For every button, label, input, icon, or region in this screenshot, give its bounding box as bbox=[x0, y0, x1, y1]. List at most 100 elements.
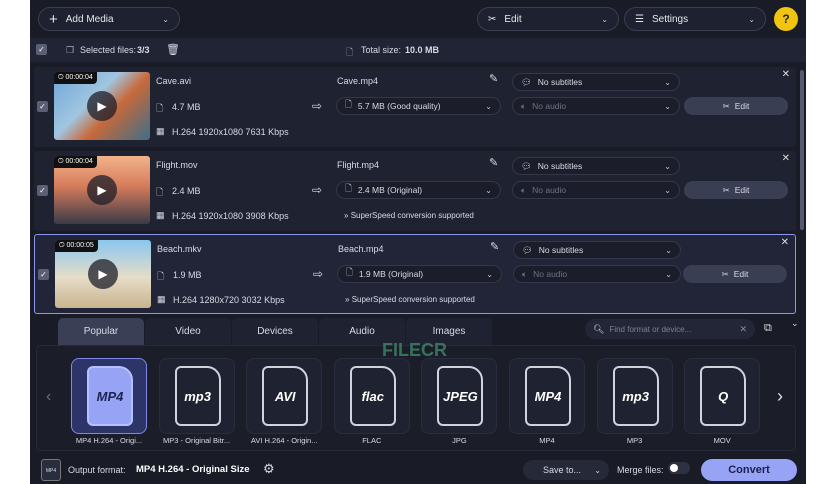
chevron-down-icon: ⌄ bbox=[664, 161, 671, 171]
scrollbar[interactable] bbox=[800, 70, 804, 230]
settings-dropdown[interactable]: ☰ Settings ⌄ bbox=[624, 7, 766, 31]
clear-search-icon[interactable]: ✕ bbox=[739, 323, 747, 334]
output-format-label: Output format: bbox=[68, 465, 126, 475]
format-option[interactable]: MP4 bbox=[71, 358, 147, 434]
tab-audio[interactable]: Audio bbox=[319, 318, 405, 345]
superspeed-icon: » bbox=[345, 295, 350, 304]
superspeed-note: » SuperSpeed conversion supported bbox=[345, 295, 475, 304]
format-flac-icon: flac bbox=[349, 366, 396, 426]
speech-bubble-icon: 💬︎ bbox=[521, 160, 532, 171]
superspeed-text: SuperSpeed conversion supported bbox=[350, 211, 474, 220]
rename-pencil-icon[interactable]: ✎ bbox=[489, 157, 499, 169]
prev-arrow-icon[interactable]: ‹ bbox=[46, 388, 52, 405]
merge-files-toggle[interactable] bbox=[668, 462, 690, 474]
add-media-button[interactable]: + Add Media ⌄ bbox=[38, 7, 180, 31]
format-label: MOV bbox=[713, 436, 731, 445]
format-option[interactable]: mp3 bbox=[158, 358, 235, 434]
file-row[interactable]: ✓ 🕓︎ 00:00:05 ▶ Beach.mkv 🗋 1.9 MB ▦ H.2… bbox=[34, 234, 796, 314]
duration: 00:00:04 bbox=[65, 158, 93, 165]
tab-video[interactable]: Video bbox=[145, 318, 231, 345]
edit-label: Edit bbox=[733, 269, 749, 279]
audio-value: No audio bbox=[533, 269, 568, 279]
edit-label: Edit bbox=[734, 101, 750, 111]
chevron-down-icon: ⌄ bbox=[486, 269, 493, 279]
tab-devices[interactable]: Devices bbox=[232, 318, 318, 345]
format-mp4-icon: MP4 bbox=[525, 366, 571, 426]
format-q-icon: Q bbox=[700, 366, 747, 426]
help-button[interactable]: ? bbox=[774, 7, 798, 31]
format-option[interactable]: MP4 bbox=[509, 358, 585, 434]
format-option[interactable]: mp3 bbox=[596, 358, 673, 434]
save-to-button[interactable]: Save to... ⌄ bbox=[523, 460, 609, 480]
output-size: 1.9 MB (Original) bbox=[358, 269, 424, 279]
source-size: 4.7 MB bbox=[172, 102, 201, 112]
sliders-icon: ☰ bbox=[635, 13, 644, 25]
remove-file-icon[interactable]: ✕ bbox=[781, 69, 790, 80]
file-row[interactable]: ✓ 🕓︎ 00:00:04 ▶ Flight.mov 🗋 2.4 MB ▦ H.… bbox=[34, 151, 796, 231]
file-checkbox[interactable]: ✓ bbox=[37, 101, 48, 112]
output-format-value: MP4 H.264 - Original Size bbox=[136, 464, 250, 475]
edit-file-button[interactable]: ✂ Edit bbox=[683, 265, 787, 283]
subtitles-dropdown[interactable]: 💬︎ No subtitles ⌄ bbox=[513, 241, 681, 259]
duration: 00:00:04 bbox=[65, 74, 93, 81]
convert-button[interactable]: Convert bbox=[701, 459, 797, 481]
source-filename: Flight.mov bbox=[156, 160, 198, 170]
output-size-dropdown[interactable]: 🗋 1.9 MB (Original) ⌄ bbox=[337, 265, 502, 283]
format-label: MP3 - Original Bitr... bbox=[163, 436, 231, 445]
video-thumbnail[interactable]: 🕓︎ 00:00:04 ▶ bbox=[54, 72, 150, 140]
play-icon[interactable]: ▶ bbox=[87, 175, 117, 205]
source-size: 2.4 MB bbox=[172, 186, 201, 196]
speaker-icon: 🔈︎ bbox=[521, 100, 527, 111]
select-all-checkbox[interactable]: ✓ bbox=[36, 44, 47, 55]
video-thumbnail[interactable]: 🕓︎ 00:00:04 ▶ bbox=[54, 156, 150, 224]
chevron-down-icon: ⌄ bbox=[664, 101, 671, 111]
file-row[interactable]: ✓ 🕓︎ 00:00:04 ▶ Cave.avi 🗋 4.7 MB ▦ H.26… bbox=[34, 67, 796, 147]
subtitles-value: No subtitles bbox=[537, 77, 583, 87]
source-codec: H.264 1280x720 3032 Kbps bbox=[173, 295, 285, 305]
remove-file-icon[interactable]: ✕ bbox=[780, 237, 789, 248]
chevron-down-icon: ⌄ bbox=[665, 245, 672, 255]
app-window: + Add Media ⌄ ✂ Edit ⌄ ☰ Settings ⌄ ? ✓ … bbox=[30, 0, 806, 484]
trash-icon[interactable]: 🗑 bbox=[166, 44, 180, 56]
chevron-down-icon[interactable]: ⌄ bbox=[594, 465, 601, 475]
audio-dropdown[interactable]: 🔈︎ No audio ⌄ bbox=[512, 181, 680, 199]
edit-file-button[interactable]: ✂ Edit bbox=[684, 181, 788, 199]
edit-file-button[interactable]: ✂ Edit bbox=[684, 97, 788, 115]
audio-dropdown[interactable]: 🔈︎ No audio ⌄ bbox=[513, 265, 681, 283]
file-checkbox[interactable]: ✓ bbox=[38, 269, 49, 280]
rename-pencil-icon[interactable]: ✎ bbox=[490, 241, 500, 253]
rename-pencil-icon[interactable]: ✎ bbox=[489, 73, 499, 85]
next-arrow-icon[interactable]: › bbox=[777, 386, 783, 406]
subtitles-dropdown[interactable]: 💬︎ No subtitles ⌄ bbox=[512, 157, 680, 175]
save-to-label: Save to... bbox=[543, 465, 582, 475]
document-icon: 🗋 bbox=[346, 47, 354, 57]
output-filename: Cave.mp4 bbox=[337, 76, 379, 86]
output-filename: Flight.mp4 bbox=[337, 160, 380, 170]
output-size-dropdown[interactable]: 🗋 5.7 MB (Good quality) ⌄ bbox=[336, 97, 501, 115]
subtitles-dropdown[interactable]: 💬︎ No subtitles ⌄ bbox=[512, 73, 680, 91]
tab-popular[interactable]: Popular bbox=[58, 318, 144, 345]
tools-icon: ✂ bbox=[722, 100, 730, 111]
audio-dropdown[interactable]: 🔈︎ No audio ⌄ bbox=[512, 97, 680, 115]
gear-icon[interactable]: ⚙ bbox=[263, 461, 275, 476]
format-option[interactable]: flac bbox=[333, 358, 410, 434]
file-icon: 🗋 bbox=[345, 99, 352, 109]
play-icon[interactable]: ▶ bbox=[88, 259, 118, 289]
format-label: MP4 H.264 - Origi... bbox=[75, 436, 143, 445]
format-search-input[interactable]: 🔍︎ Find format or device... ✕ bbox=[585, 319, 755, 339]
format-option[interactable]: Q bbox=[684, 358, 761, 434]
tab-images[interactable]: Images bbox=[406, 318, 492, 345]
format-option[interactable]: AVI bbox=[246, 358, 323, 434]
file-checkbox[interactable]: ✓ bbox=[37, 185, 48, 196]
collapse-chevron-icon[interactable]: ⌄ bbox=[791, 318, 799, 328]
edit-dropdown[interactable]: ✂ Edit ⌄ bbox=[477, 7, 619, 31]
remove-file-icon[interactable]: ✕ bbox=[781, 153, 790, 164]
merge-files-label: Merge files: bbox=[617, 465, 664, 475]
video-thumbnail[interactable]: 🕓︎ 00:00:05 ▶ bbox=[55, 240, 151, 308]
play-icon[interactable]: ▶ bbox=[87, 91, 117, 121]
format-option[interactable]: JPEG bbox=[421, 358, 498, 434]
output-size-dropdown[interactable]: 🗋 2.4 MB (Original) ⌄ bbox=[336, 181, 501, 199]
chevron-down-icon: ⌄ bbox=[664, 185, 671, 195]
subtitles-value: No subtitles bbox=[537, 161, 583, 171]
device-detect-icon[interactable]: ⧉ bbox=[764, 322, 772, 334]
